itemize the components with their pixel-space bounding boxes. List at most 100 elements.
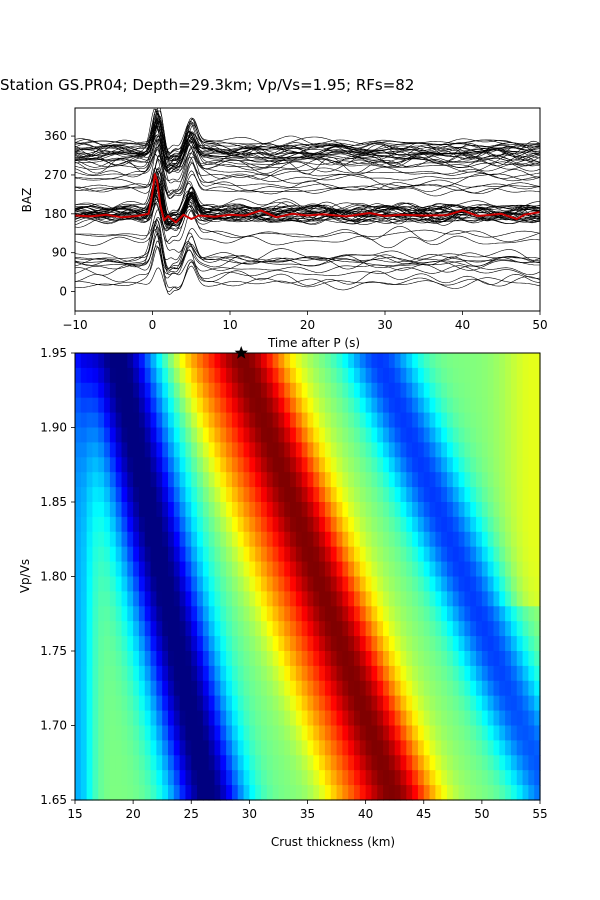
heatmap-cell	[359, 546, 367, 563]
heatmap-cell	[144, 636, 152, 652]
heatmap-cell	[464, 591, 471, 607]
heatmap-cell	[464, 710, 471, 727]
heatmap-cell	[156, 442, 163, 458]
heatmap-cell	[243, 740, 250, 756]
heatmap-cell	[487, 412, 495, 429]
heatmap-cell	[243, 397, 250, 414]
heatmap-cell	[388, 680, 396, 697]
heatmap-cell	[505, 382, 512, 399]
heatmap-cell	[266, 740, 274, 756]
heatmap-cell	[127, 546, 134, 563]
heatmap-cell	[173, 442, 181, 458]
heatmap-cell	[191, 516, 198, 533]
heatmap-cell	[377, 725, 384, 741]
heatmap-cell	[348, 651, 355, 667]
heatmap-cell	[109, 531, 117, 548]
heatmap-cell	[115, 442, 123, 458]
heatmap-cell	[214, 695, 221, 712]
heatmap-cell	[394, 427, 402, 443]
heatmap-cell	[272, 353, 280, 369]
heatmap-cell	[493, 621, 500, 637]
heatmap-cell	[499, 755, 506, 771]
heatmap-cell	[272, 695, 280, 712]
heatmap-cell	[348, 516, 355, 533]
heatmap-cell	[109, 725, 117, 741]
heatmap-cell	[197, 651, 204, 667]
heatmap-cell	[307, 680, 314, 697]
heatmap-cell	[365, 740, 373, 756]
heatmap-cell	[383, 591, 390, 607]
heatmap-cell	[220, 755, 227, 771]
heatmap-cell	[336, 457, 343, 473]
heatmap-cell	[92, 606, 99, 622]
heatmap-cell	[115, 576, 123, 592]
heatmap-cell	[295, 636, 303, 652]
heatmap-cell	[505, 561, 512, 578]
heatmap-cell	[104, 561, 111, 578]
heatmap-cell	[92, 770, 99, 786]
rf-stack	[75, 173, 540, 224]
heatmap-cell	[441, 502, 448, 518]
heatmap-cell	[179, 472, 187, 488]
heatmap-cell	[319, 651, 326, 667]
heatmap-cell	[458, 606, 466, 622]
heatmap-cell	[499, 636, 506, 652]
heatmap-cell	[202, 546, 210, 563]
heatmap-cell	[191, 770, 198, 786]
heatmap-cell	[516, 487, 524, 503]
heatmap-cell	[534, 502, 541, 518]
heatmap-cell	[162, 665, 169, 682]
heatmap-cell	[324, 442, 332, 458]
heatmap-cell	[75, 576, 82, 592]
heatmap-cell	[197, 561, 204, 578]
heatmap-cell	[185, 516, 192, 533]
heatmap-cell	[197, 785, 204, 801]
heatmap-cell	[307, 487, 314, 503]
heatmap-cell	[452, 606, 460, 622]
heatmap-cell	[249, 502, 256, 518]
heatmap-cell	[377, 546, 384, 563]
heatmap-cell	[412, 710, 419, 727]
heatmap-cell	[354, 770, 361, 786]
heatmap-cell	[371, 472, 378, 488]
heatmap-cell	[98, 651, 105, 667]
rf-trace	[75, 162, 540, 200]
heatmap-cell	[144, 785, 152, 801]
heatmap-cell	[528, 695, 535, 712]
heatmap-cell	[470, 576, 477, 592]
heatmap-cell	[499, 725, 506, 741]
heatmap-cell	[307, 695, 314, 712]
heatmap-cell	[319, 546, 326, 563]
heatmap-cell	[156, 531, 163, 548]
heatmap-cell	[197, 755, 204, 771]
heatmap-cell	[144, 606, 152, 622]
heatmap-cell	[249, 516, 256, 533]
heatmap-cell	[354, 353, 361, 369]
heatmap-cell	[301, 755, 309, 771]
heatmap-cell	[191, 591, 198, 607]
heatmap-cell	[493, 546, 500, 563]
heatmap-cell	[127, 695, 134, 712]
hk-panel: 15 20 25 30 35 40 45 50 55 1.651.701.751.801.851…	[18, 346, 548, 849]
heatmap-cell	[458, 472, 466, 488]
heatmap-cell	[75, 457, 82, 473]
heatmap-cell	[330, 531, 338, 548]
heatmap-cell	[284, 695, 291, 712]
heatmap-cell	[226, 591, 233, 607]
heatmap-cell	[371, 740, 378, 756]
heatmap-cell	[342, 785, 349, 801]
heatmap-cell	[505, 397, 512, 414]
heatmap-cell	[272, 412, 280, 429]
heatmap-cell	[365, 710, 373, 727]
heatmap-cell	[487, 785, 495, 801]
heatmap-cell	[412, 487, 419, 503]
heatmap-cell	[423, 725, 431, 741]
heatmap-cell	[510, 621, 518, 637]
heatmap-cell	[348, 591, 355, 607]
heatmap-cell	[493, 472, 500, 488]
heatmap-cell	[284, 606, 291, 622]
heatmap-cell	[394, 353, 402, 369]
heatmap-cell	[156, 785, 163, 801]
heatmap-cell	[185, 502, 192, 518]
heatmap-cell	[220, 740, 227, 756]
